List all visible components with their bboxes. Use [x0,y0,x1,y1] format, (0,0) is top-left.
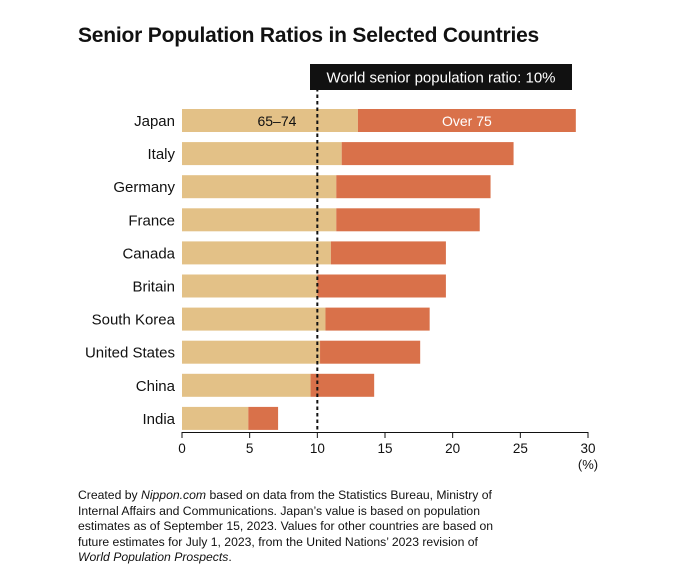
bar-65-74-canada [182,241,331,265]
x-tick-label: 30 [580,441,595,456]
category-label: Britain [132,279,175,296]
bar-65-74-south-korea [182,307,326,331]
bar-over-75-united-states [320,340,421,364]
x-tick-label: 20 [445,441,460,456]
bar-over-75-india [248,406,279,430]
bar-65-74-france [182,208,337,232]
category-label: Canada [122,245,175,262]
source-note: Created by Nippon.com based on data from… [78,488,498,566]
series-label-over-75: Over 75 [442,113,492,129]
bar-65-74-china [182,373,311,397]
x-tick-label: 0 [178,441,186,456]
bar-65-74-germany [182,175,337,199]
bar-chart: Japan Italy Germany France Canada Britain Sout… [85,64,598,472]
bar-over-75-france [336,208,480,232]
category-label: Japan [134,113,175,130]
category-label: Germany [113,179,175,196]
bar-over-75-germany [336,175,491,199]
bar-over-75-canada [330,241,446,265]
category-label: United States [85,345,175,362]
bar-65-74-united-states [182,340,321,364]
note-text: based on data from the Statistics Bureau… [78,488,494,549]
bar-65-74-britain [182,274,318,298]
x-tick-label: 10 [310,441,325,456]
series-label-65-74: 65–74 [257,113,296,129]
bar-over-75-china [310,373,375,397]
bar-over-75-britain [317,274,446,298]
chart-title: Senior Population Ratios in Selected Cou… [78,24,540,47]
x-axis-unit: (%) [578,457,598,472]
x-tick-label: 15 [377,441,392,456]
x-tick-label: 5 [246,441,254,456]
bar-over-75-japan [357,109,576,132]
bar-over-75-italy [341,142,514,166]
category-label: China [136,378,176,395]
bar-65-74-italy [182,142,342,166]
category-label: Italy [147,146,175,163]
bar-over-75-south-korea [325,307,430,331]
bar-65-74-japan [182,109,358,132]
reference-label-box [310,64,572,90]
category-label: South Korea [92,312,176,329]
note-text: . [228,550,232,564]
category-label: France [128,212,175,229]
reference-label: World senior population ratio: 10% [326,70,555,87]
note-text: Created by [78,488,142,502]
x-tick-label: 25 [513,441,528,456]
category-label: India [142,411,175,428]
note-italic-text: Nippon.com [141,488,207,502]
bar-65-74-india [182,406,249,430]
note-italic-text: World Population Prospects [78,550,229,564]
